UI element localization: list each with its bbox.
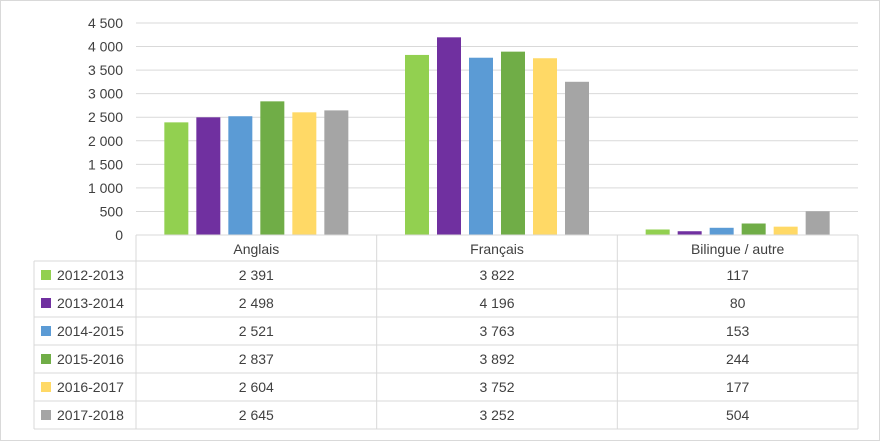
data-label: 3 892 xyxy=(479,351,514,367)
y-tick-label: 4 000 xyxy=(88,39,123,55)
bar xyxy=(533,58,557,236)
category-label: Français xyxy=(470,241,524,257)
legend-label: 2015-2016 xyxy=(57,351,124,367)
bar xyxy=(164,122,189,235)
data-label: 504 xyxy=(726,407,750,423)
bar xyxy=(773,226,798,235)
data-label: 3 752 xyxy=(479,379,514,395)
bar xyxy=(405,54,429,236)
data-label: 2 645 xyxy=(239,407,274,423)
data-label: 2 498 xyxy=(239,295,274,311)
y-tick-label: 1 500 xyxy=(88,156,123,172)
legend-label: 2013-2014 xyxy=(57,295,124,311)
legend-label: 2017-2018 xyxy=(57,407,124,423)
bar xyxy=(645,229,670,235)
bar xyxy=(260,101,285,235)
legend-swatch xyxy=(41,326,51,336)
data-label: 3 252 xyxy=(479,407,514,423)
legend-swatch xyxy=(41,354,51,364)
bars xyxy=(164,37,830,236)
legend-swatch xyxy=(41,298,51,308)
bar xyxy=(741,223,766,235)
bar xyxy=(805,211,830,235)
bar xyxy=(501,51,525,235)
bar xyxy=(196,117,221,235)
bar xyxy=(324,110,349,235)
bar xyxy=(677,231,702,235)
y-tick-label: 3 500 xyxy=(88,62,123,78)
data-label: 3 763 xyxy=(479,323,514,339)
data-label: 177 xyxy=(726,379,750,395)
bar xyxy=(709,227,734,235)
y-tick-label: 4 500 xyxy=(88,15,123,31)
y-tick-label: 1 000 xyxy=(88,180,123,196)
y-tick-label: 3 000 xyxy=(88,86,123,102)
data-label: 2 521 xyxy=(239,323,274,339)
gridlines xyxy=(136,22,858,212)
legend-label: 2014-2015 xyxy=(57,323,124,339)
y-tick-label: 500 xyxy=(100,203,124,219)
legend-label: 2016-2017 xyxy=(57,379,124,395)
data-label: 117 xyxy=(727,267,750,283)
legend-swatch xyxy=(41,270,51,280)
data-label: 153 xyxy=(726,323,750,339)
bar xyxy=(437,37,461,235)
bar xyxy=(292,112,317,235)
data-label: 4 196 xyxy=(479,295,514,311)
category-label: Bilingue / autre xyxy=(691,241,785,257)
bar xyxy=(565,81,589,235)
data-label: 2 837 xyxy=(239,351,274,367)
data-label: 2 604 xyxy=(239,379,274,395)
bar xyxy=(228,116,253,235)
legend-label: 2012-2013 xyxy=(57,267,124,283)
y-tick-label: 0 xyxy=(115,227,123,243)
data-label: 3 822 xyxy=(479,267,514,283)
y-tick-label: 2 500 xyxy=(88,109,123,125)
legend-swatch xyxy=(41,382,51,392)
category-label: Anglais xyxy=(233,241,279,257)
data-label: 2 391 xyxy=(239,267,274,283)
data-table: Anglais Français Bilingue / autre 2012-2013… xyxy=(33,234,859,430)
y-tick-label: 2 000 xyxy=(88,133,123,149)
data-label: 244 xyxy=(726,351,750,367)
y-axis-ticks: 0 500 1 000 1 500 2 000 2 500 3 000 3 500 4 000 4… xyxy=(88,15,123,243)
bar xyxy=(469,57,493,236)
legend-swatch xyxy=(41,410,51,420)
data-label: 80 xyxy=(730,295,746,311)
